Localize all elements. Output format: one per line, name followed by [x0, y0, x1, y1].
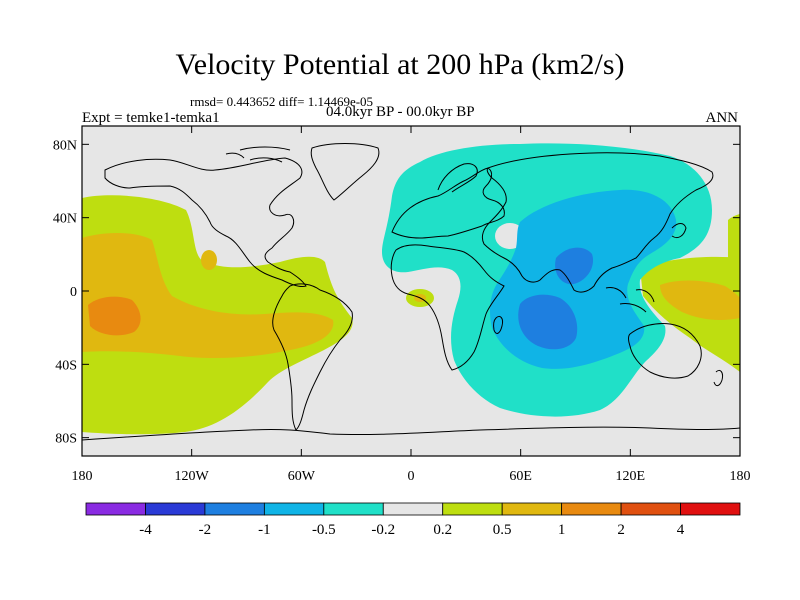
- y-tick-label: 0: [70, 285, 77, 300]
- coastline-australia: [628, 323, 702, 379]
- y-tick-label: 80N: [53, 138, 77, 153]
- y-axis: 80N 40N 0 40S 80S: [53, 138, 740, 447]
- colorbar-swatch: [620, 502, 681, 516]
- x-tick-label: 0: [408, 469, 415, 484]
- colorbar-label: 4: [677, 522, 685, 538]
- x-tick-label: 120W: [175, 469, 210, 484]
- y-tick-label: 40S: [55, 358, 77, 373]
- x-tick-label: 60W: [288, 469, 316, 484]
- coastline-asia: [481, 152, 714, 293]
- colorbar-label: 2: [617, 522, 625, 538]
- colorbar-swatch: [382, 502, 444, 516]
- experiment-label: Expt = temke1-temka1: [82, 110, 220, 126]
- colorbar-swatch: [442, 502, 503, 516]
- coastline-africa: [390, 244, 505, 371]
- colorbar-label: 0.5: [493, 522, 512, 538]
- contour-negative-core-1: [518, 294, 578, 350]
- coastline-antarctica: [82, 426, 740, 441]
- colorbar-swatch: [85, 502, 146, 516]
- contour-pacific-05-north: [201, 250, 217, 270]
- colorbar-label: -0.5: [312, 522, 336, 538]
- coastline-new-zealand: [713, 369, 723, 387]
- colorbar-label: -1: [258, 522, 271, 538]
- colorbar-label: -4: [139, 522, 152, 538]
- contour-west-pacific-05: [660, 280, 740, 320]
- coastline-southeast-asia: [605, 287, 655, 313]
- colorbar: -4 -2 -1 -0.5 -0.2 0.2 0.5 1 2 4: [85, 502, 741, 538]
- map-title: Velocity Potential at 200 hPa (km2/s): [175, 48, 625, 81]
- contour-fields: [82, 143, 740, 435]
- coastline-europe: [391, 167, 505, 239]
- stats-text: rmsd= 0.443652 diff= 1.14469e-05: [190, 94, 374, 109]
- colorbar-swatch: [323, 502, 384, 516]
- contour-pacific-05: [82, 233, 334, 358]
- colorbar-label: 0.2: [433, 522, 452, 538]
- coastline-south-america: [272, 283, 353, 431]
- x-axis: 180 120W 60W 0 60E 120E 180: [72, 126, 751, 484]
- y-tick-label: 40N: [53, 212, 77, 227]
- colorbar-label: -0.2: [371, 522, 395, 538]
- colorbar-swatch: [501, 502, 563, 516]
- colorbar-swatch: [145, 502, 206, 516]
- coastline-north-america: [104, 157, 307, 287]
- x-tick-label: 180: [730, 469, 751, 484]
- colorbar-label: -2: [199, 522, 212, 538]
- colorbar-swatch: [263, 502, 325, 516]
- x-tick-label: 120E: [616, 469, 646, 484]
- period-label: 04.0kyr BP - 00.0kyr BP: [326, 104, 475, 120]
- colorbar-label: 1: [558, 522, 566, 538]
- coastline-greenland: [310, 143, 380, 201]
- colorbar-swatch: [680, 502, 741, 516]
- contour-pacific-1: [88, 296, 141, 336]
- season-label: ANN: [705, 110, 739, 126]
- coastline-japan: [671, 223, 687, 239]
- y-tick-label: 80S: [55, 432, 77, 447]
- colorbar-swatch: [561, 502, 622, 516]
- coastline-scandinavia: [437, 163, 478, 193]
- x-tick-label: 60E: [509, 469, 532, 484]
- colorbar-swatch: [204, 502, 265, 516]
- coastlines: [82, 143, 740, 441]
- coastline-madagascar: [493, 315, 503, 334]
- x-tick-label: 180: [72, 469, 93, 484]
- coastline-arctic-islands: [225, 146, 291, 163]
